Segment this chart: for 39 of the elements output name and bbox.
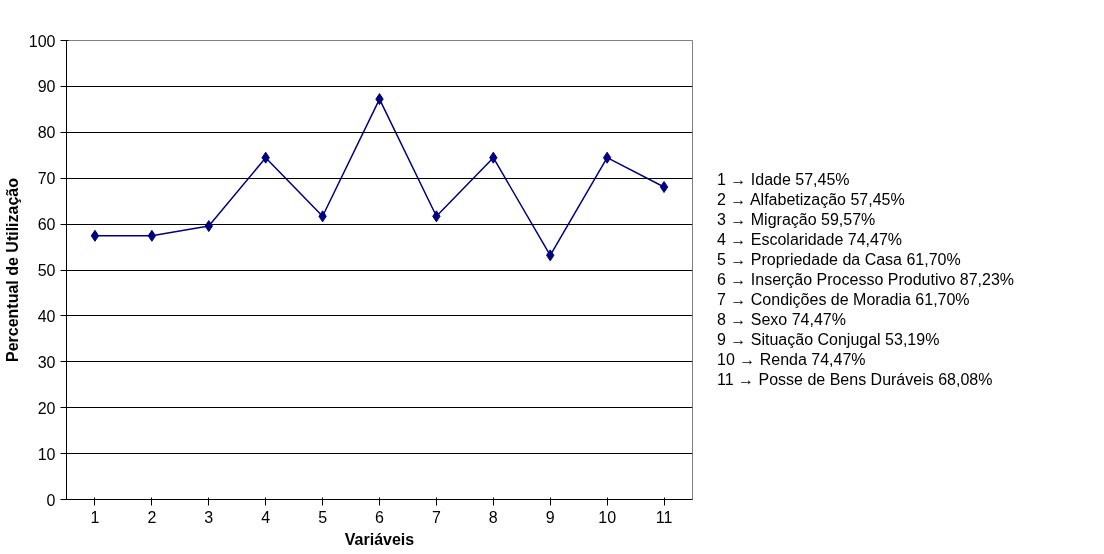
x-tick-label: 5 [318,508,328,526]
text: 9 → Situação Conjugal 53,19% [717,330,941,350]
x-tick-label: 7 [431,508,441,526]
y-tick-label: 100 [28,32,56,50]
y-axis-title: Percentual de Utilização [3,177,21,363]
point [90,229,100,242]
y-tick-label: 90 [37,78,56,96]
x-axis-title: Variáveis [344,530,415,548]
x-tick-label: 6 [375,508,385,526]
y-tick-label: 30 [37,353,56,371]
y-tick-label: 20 [37,399,56,417]
text: 6 → Inserção Processo Produtivo 87,23% [717,270,1015,290]
x-tick-label: 10 [598,508,617,526]
text: 2 → Alfabetização 57,45% [717,190,906,210]
y-tick-label: 0 [46,491,56,509]
text: 11 → Posse de Bens Duráveis 68,08% [717,370,994,390]
text: 4 → Escolaridade 74,47% [717,230,903,250]
text: 1 → Idade 57,45% [717,170,851,190]
x-tick-label: 11 [655,508,673,526]
text: 5 → Propriedade da Casa 61,70% [717,250,962,270]
text: 8 → Sexo 74,47% [717,310,847,330]
y-tick-label: 60 [37,216,56,234]
x-tick-label: 2 [147,508,157,526]
y-tick-label: 70 [37,170,56,188]
text: 3 → Migração 59,57% [717,210,877,230]
point [659,181,669,194]
y-tick-label: 10 [37,445,56,463]
text: 7 → Condições de Moradia 61,70% [717,290,971,310]
x-tick-label: 4 [261,508,271,526]
point [147,229,157,242]
y-tick-label: 50 [37,262,56,279]
text: 10 → Renda 74,47% [717,350,867,370]
y-tick-label: 80 [37,124,56,142]
x-tick-label: 8 [488,508,498,526]
x-tick-label: 9 [545,508,555,526]
x-tick-label: 1 [90,508,100,526]
y-tick-label: 40 [37,307,56,325]
point [602,151,612,164]
x-tick-label: 3 [204,508,214,526]
